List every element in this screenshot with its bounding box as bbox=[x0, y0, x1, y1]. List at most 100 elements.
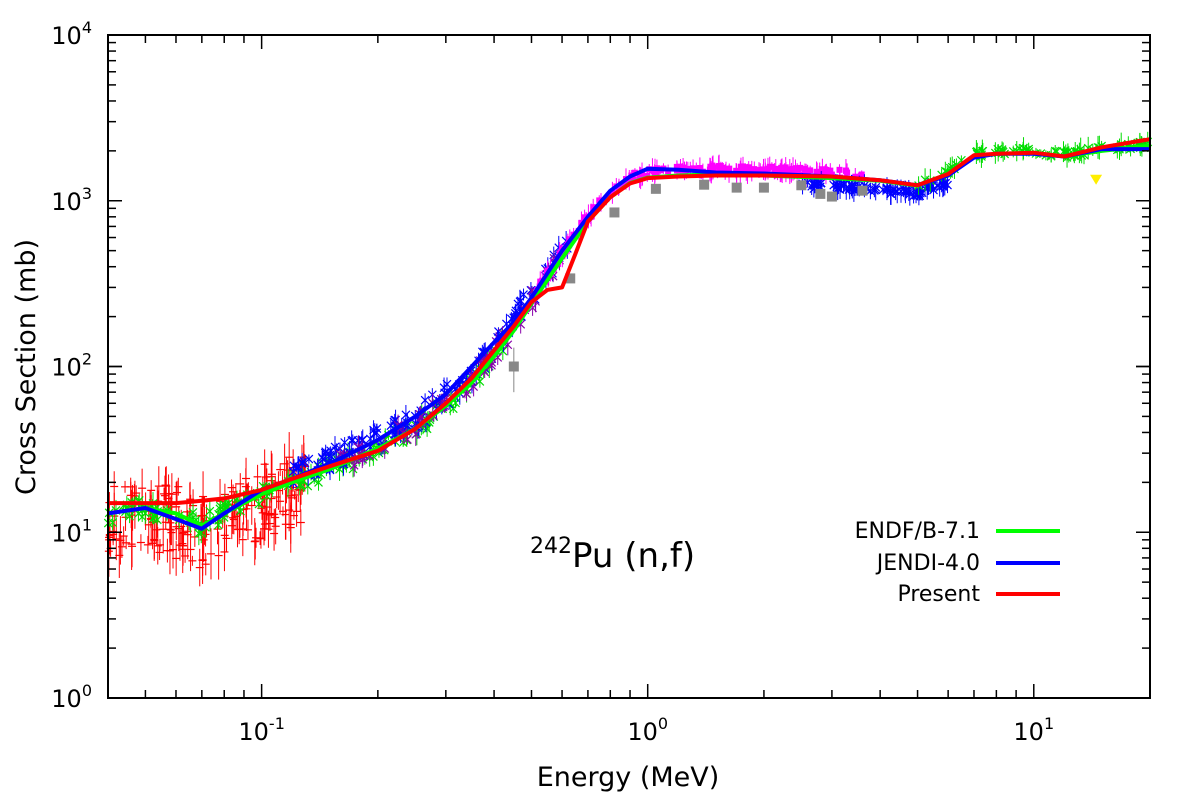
x-tick-base: 10 bbox=[627, 718, 658, 746]
x-tick-label: 101 bbox=[1013, 714, 1054, 746]
data-marker bbox=[844, 169, 851, 176]
data-marker bbox=[709, 164, 716, 171]
data-marker bbox=[369, 425, 378, 435]
data-marker bbox=[915, 186, 925, 196]
data-marker bbox=[289, 461, 299, 471]
data-marker bbox=[888, 186, 898, 196]
data-marker bbox=[814, 170, 821, 177]
grey-data-marker bbox=[731, 182, 742, 193]
y-tick-label: 100 bbox=[51, 681, 92, 713]
grey-data-marker bbox=[758, 182, 769, 193]
y-tick-label: 103 bbox=[51, 184, 92, 216]
series-line-present bbox=[108, 137, 1151, 506]
data-marker bbox=[621, 181, 628, 188]
y-tick-label: 104 bbox=[51, 18, 92, 50]
data-marker bbox=[515, 297, 525, 307]
grey-data-marker bbox=[826, 191, 837, 202]
y-tick-base: 10 bbox=[51, 519, 82, 547]
data-marker bbox=[726, 165, 733, 172]
data-marker bbox=[756, 167, 763, 174]
x-tick-base: 10 bbox=[238, 718, 269, 746]
data-marker bbox=[340, 438, 350, 447]
y-tick-exponent: 1 bbox=[82, 515, 92, 534]
data-marker bbox=[740, 163, 747, 170]
grey-data-marker bbox=[796, 180, 807, 191]
x-tick-exponent: 0 bbox=[658, 714, 668, 733]
data-marker bbox=[304, 454, 314, 464]
data-marker bbox=[348, 435, 358, 445]
data-marker bbox=[693, 166, 700, 173]
legend-label-jendi: JENDI-4.0 bbox=[875, 551, 980, 576]
data-marker bbox=[215, 501, 225, 511]
data-marker bbox=[819, 170, 826, 177]
plot-background bbox=[108, 35, 1150, 698]
grey-data-marker bbox=[565, 273, 576, 284]
data-marker bbox=[871, 185, 881, 195]
yellow-data-marker bbox=[1090, 174, 1103, 185]
y-tick-label: 102 bbox=[51, 350, 92, 382]
data-marker bbox=[804, 169, 811, 176]
grey-data-marker bbox=[650, 183, 661, 194]
data-marker bbox=[782, 164, 789, 171]
x-axis-title: Energy (MeV) bbox=[537, 762, 720, 793]
data-marker bbox=[590, 204, 597, 211]
data-marker bbox=[442, 379, 452, 389]
data-marker bbox=[837, 179, 846, 189]
data-marker bbox=[768, 163, 775, 170]
data-marker bbox=[839, 179, 848, 189]
y-tick-exponent: 3 bbox=[82, 184, 92, 203]
data-marker bbox=[915, 188, 925, 198]
data-marker bbox=[797, 164, 804, 171]
y-tick-base: 10 bbox=[51, 22, 82, 50]
data-marker bbox=[899, 184, 908, 194]
grey-data-marker bbox=[815, 188, 826, 199]
data-marker bbox=[719, 164, 726, 171]
y-tick-exponent: 4 bbox=[82, 18, 92, 37]
data-marker bbox=[745, 164, 752, 171]
y-tick-exponent: 2 bbox=[82, 350, 92, 369]
data-marker bbox=[370, 428, 380, 438]
y-tick-base: 10 bbox=[51, 685, 82, 713]
data-marker bbox=[835, 185, 845, 194]
data-marker bbox=[420, 395, 430, 405]
data-marker bbox=[792, 165, 799, 172]
data-marker bbox=[772, 165, 779, 172]
x-tick-exponent: -1 bbox=[269, 714, 285, 733]
x-tick-exponent: 1 bbox=[1044, 714, 1054, 733]
data-marker bbox=[827, 167, 834, 174]
y-axis-title: Cross Section (mb) bbox=[11, 239, 42, 495]
grey-data-marker bbox=[857, 185, 868, 196]
legend-label-endf: ENDF/B-7.1 bbox=[855, 519, 980, 544]
data-marker bbox=[696, 165, 703, 172]
data-marker bbox=[596, 197, 603, 204]
data-marker bbox=[858, 171, 865, 178]
data-marker bbox=[213, 520, 223, 530]
reaction-annotation: 242Pu (n,f) bbox=[530, 534, 695, 576]
data-marker bbox=[812, 179, 822, 189]
data-marker bbox=[679, 164, 686, 171]
data-marker bbox=[760, 166, 767, 173]
x-tick-label: 10-1 bbox=[238, 714, 285, 746]
data-marker bbox=[905, 186, 915, 196]
data-marker bbox=[626, 177, 633, 184]
data-marker bbox=[630, 176, 637, 183]
y-tick-label: 101 bbox=[51, 515, 92, 547]
annotation-reaction: Pu (n,f) bbox=[572, 536, 695, 576]
grey-data-marker bbox=[609, 207, 620, 218]
grey-data-marker bbox=[699, 179, 710, 190]
data-marker bbox=[706, 166, 713, 173]
data-marker bbox=[314, 477, 323, 487]
x-tick-label: 100 bbox=[627, 714, 668, 746]
data-marker bbox=[794, 168, 801, 175]
y-tick-exponent: 0 bbox=[82, 681, 92, 700]
data-marker bbox=[1014, 143, 1024, 153]
data-marker bbox=[205, 506, 215, 516]
data-marker bbox=[401, 410, 411, 420]
data-marker bbox=[254, 499, 264, 509]
data-marker bbox=[801, 166, 808, 173]
y-tick-base: 10 bbox=[51, 354, 82, 382]
y-tick-base: 10 bbox=[51, 188, 82, 216]
annotation-mass-number: 242 bbox=[530, 534, 572, 559]
series-layer bbox=[107, 137, 1151, 531]
